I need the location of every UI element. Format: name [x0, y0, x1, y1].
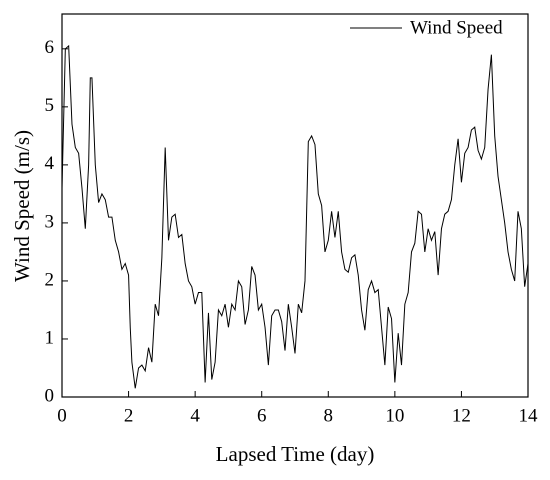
y-tick-label: 0 — [45, 385, 55, 406]
x-tick-label: 0 — [57, 405, 67, 426]
x-axis-label: Lapsed Time (day) — [216, 442, 375, 466]
x-tick-label: 10 — [385, 405, 404, 426]
x-tick-label: 2 — [124, 405, 134, 426]
y-tick-label: 6 — [45, 37, 55, 58]
data-line — [61, 44, 529, 389]
x-tick-label: 6 — [257, 405, 267, 426]
x-tick-label: 8 — [324, 405, 334, 426]
legend-label: Wind Speed — [410, 17, 503, 38]
y-tick-label: 5 — [45, 95, 55, 116]
y-tick-label: 1 — [45, 327, 55, 348]
plot-frame — [61, 13, 529, 398]
y-tick-label: 3 — [45, 211, 55, 232]
y-tick-label: 2 — [45, 269, 55, 290]
y-tick-label: 4 — [45, 153, 55, 174]
x-tick-label: 4 — [190, 405, 200, 426]
x-tick-label: 12 — [452, 405, 471, 426]
x-tick-label: 14 — [519, 405, 539, 426]
y-axis-label: Wind Speed (m/s) — [10, 130, 34, 282]
